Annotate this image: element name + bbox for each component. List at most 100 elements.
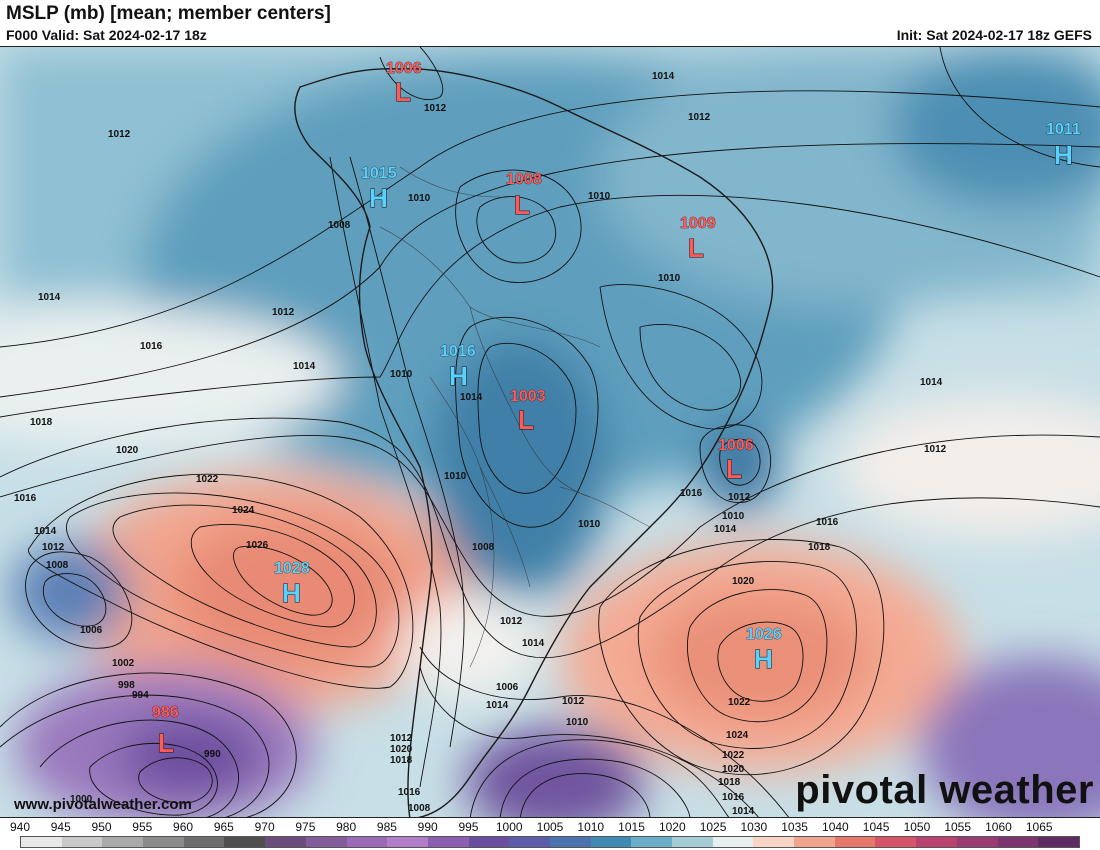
isobar-label: 1014	[522, 638, 545, 649]
isobar-label: 1012	[272, 307, 295, 318]
colorbar-tick-label: 970	[254, 820, 275, 834]
colorbar-tick-label: 1015	[618, 820, 645, 834]
isobar-label: 1014	[460, 392, 483, 403]
website-watermark: www.pivotalweather.com	[14, 796, 192, 813]
isobar-label: 1010	[658, 273, 681, 284]
high-center: 1028 H	[274, 560, 310, 609]
center-value: 986	[152, 704, 179, 721]
low-center: 1006 L	[386, 60, 422, 108]
center-value: 1011	[1046, 121, 1081, 138]
high-center: 1016 H	[440, 343, 476, 392]
isobar-label: 1008	[46, 560, 69, 571]
isobar-label: 1012	[108, 129, 131, 140]
pivotal-logo-icon: pivotal weather	[795, 768, 1094, 812]
isobar-label: 1000	[70, 794, 93, 805]
colorbar-tick-label: 985	[376, 820, 397, 834]
isobar-label: 1012	[688, 112, 711, 123]
center-value: 1026	[746, 626, 782, 643]
colorbar-tick-label: 1040	[822, 820, 849, 834]
center-value: 1006	[386, 60, 422, 77]
colorbar-tick-label: 945	[50, 820, 71, 834]
south-america-coastline	[294, 68, 774, 817]
center-value: 1008	[506, 171, 542, 188]
isobar-label: 1012	[42, 542, 65, 553]
isobar-label: 1016	[680, 488, 703, 499]
isobar-label: 1002	[112, 658, 135, 669]
colorbar-tick-label: 1060	[985, 820, 1012, 834]
colorbar-tick-label: 1055	[944, 820, 972, 834]
isobar-label: 1020	[390, 744, 413, 755]
isobar-label: 1016	[140, 341, 163, 352]
center-value: 1028	[274, 560, 310, 577]
isobar-label: 1010	[408, 193, 431, 204]
isobar-label: 1010	[566, 717, 589, 728]
isobar-label: 1012	[500, 616, 523, 627]
map-canvas: 1014 1012 1012 1012 1014 1012 1016 1014 …	[0, 47, 1100, 817]
isobar-label: 1014	[652, 71, 675, 82]
map-title: MSLP (mb) [mean; member centers]	[6, 3, 331, 24]
colorbar-tick-label: 1050	[903, 820, 931, 834]
low-center: 1003 L	[510, 388, 546, 436]
pressure-colorbar: 940 945 950 955 960 965 970 975 980 985 990 995 1000…	[0, 818, 1100, 850]
isobar-label: 1006	[496, 682, 519, 693]
high-center: 1011 H	[1046, 121, 1081, 171]
colorbar-tick-label: 1010	[577, 820, 605, 834]
pressure-high-icon: H	[754, 644, 773, 674]
isobar-label: 1018	[390, 755, 413, 766]
isobar-label: 1006	[80, 625, 103, 636]
colorbar-tick-label: 950	[91, 820, 112, 834]
init-time: Init: Sat 2024-02-17 18z GEFS	[896, 27, 1092, 43]
center-value: 1006	[718, 437, 754, 454]
isobar-label: 1020	[722, 764, 745, 775]
colorbar-tick-label: 975	[295, 820, 316, 834]
isobar-label: 1014	[486, 700, 509, 711]
isobar-label: 1024	[232, 505, 255, 516]
colorbar-tick-label: 1045	[862, 820, 890, 834]
isobar-label: 1012	[562, 696, 585, 707]
pressure-low-icon: L	[514, 190, 530, 220]
colorbar-tick-label: 1005	[536, 820, 564, 834]
isobar-label: 1008	[408, 803, 431, 814]
low-center: 1009 L	[680, 215, 716, 264]
pressure-low-icon: L	[158, 728, 174, 758]
colorbar-tick-label: 1020	[658, 820, 686, 834]
center-value: 1015	[361, 165, 397, 182]
colorbar-tick-label: 990	[417, 820, 438, 834]
pressure-high-icon: H	[369, 183, 388, 213]
low-center: 1008 L	[506, 171, 542, 221]
colorbar-tick-label: 1030	[740, 820, 768, 834]
colorbar-tick-label: 955	[132, 820, 153, 834]
isobar-label: 1012	[924, 444, 947, 455]
mslp-map: 1014 1012 1012 1012 1014 1012 1016 1014 …	[0, 46, 1100, 818]
isobar-label: 1012	[424, 103, 447, 114]
isobar-labels: 1014 1012 1012 1012 1014 1012 1016 1014 …	[14, 71, 947, 817]
isobar-label: 1010	[578, 519, 601, 530]
low-center: 1006 L	[718, 437, 754, 485]
isobar-label: 1010	[588, 191, 611, 202]
isobar-label: 1016	[398, 787, 421, 798]
isobar-label: 1010	[444, 471, 467, 482]
isobar-label: 998	[118, 680, 135, 691]
isobar-label: 1012	[728, 492, 751, 503]
center-value: 1009	[680, 215, 716, 232]
isobar-label: 1014	[34, 526, 57, 537]
center-value: 1003	[510, 388, 546, 405]
isobar-label: 1018	[808, 542, 831, 553]
isobar-label: 994	[132, 690, 149, 701]
high-center: 1015 H	[361, 165, 397, 214]
pressure-high-icon: H	[449, 361, 468, 391]
isobar-label: 990	[204, 749, 221, 760]
colorbar-tick-label: 995	[458, 820, 479, 834]
isobar-label: 1018	[30, 417, 53, 428]
isobar-label: 1016	[816, 517, 839, 528]
isobar-label: 1008	[472, 542, 495, 553]
pressure-high-icon: H	[1054, 140, 1073, 170]
pressure-centers: 1006 L 1008 L 1009 L 1015 H 1016 H 1003 …	[152, 60, 1081, 759]
isobar-label: 1022	[728, 697, 751, 708]
isobar-label: 1014	[732, 806, 755, 817]
isobars	[0, 47, 1100, 817]
isobar-label: 1020	[732, 576, 755, 587]
pressure-low-icon: L	[395, 77, 411, 107]
low-center: 986 L	[152, 704, 179, 759]
center-value: 1016	[440, 343, 476, 360]
